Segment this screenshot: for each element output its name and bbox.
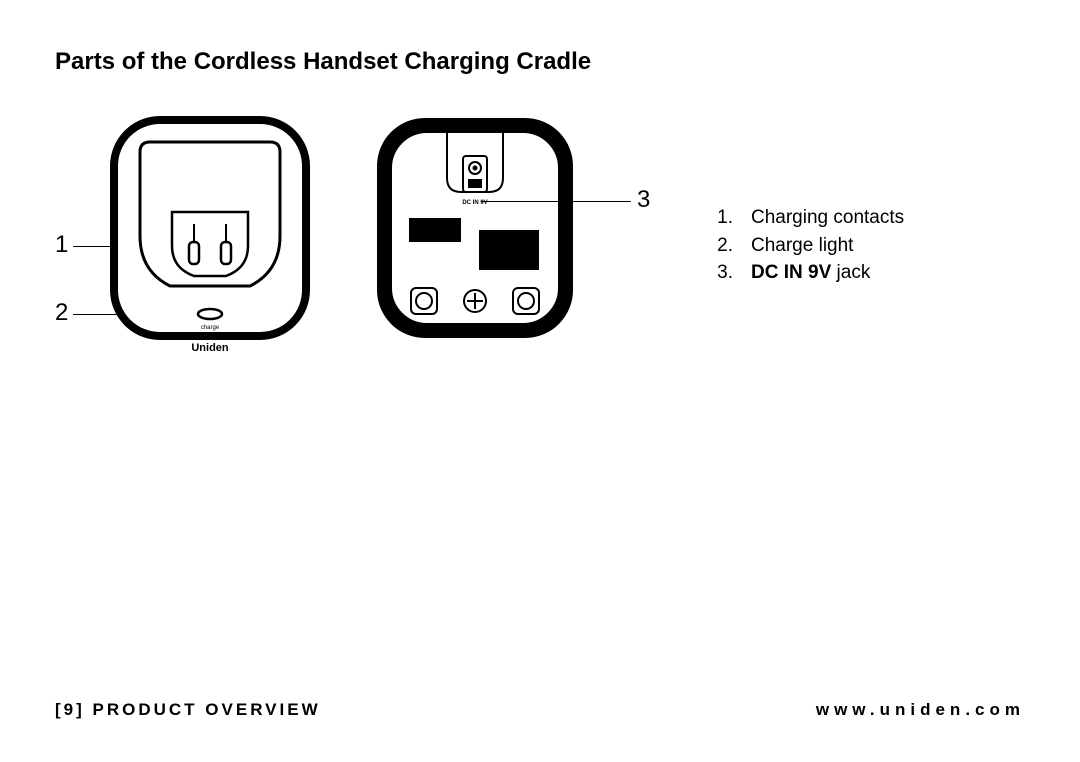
legend-3-num: 3. bbox=[705, 259, 733, 287]
charge-label-text: charge bbox=[201, 325, 220, 331]
parts-legend: 1. Charging contacts 2. Charge light 3. … bbox=[705, 204, 904, 287]
footer-section: PRODUCT OVERVIEW bbox=[93, 700, 321, 719]
foot-right bbox=[513, 288, 539, 314]
page-footer: [9] PRODUCT OVERVIEW www.uniden.com bbox=[55, 700, 1025, 720]
page-title: Parts of the Cordless Handset Charging C… bbox=[55, 48, 1025, 76]
legend-2-text: Charge light bbox=[751, 232, 853, 260]
callout-2: 2 bbox=[55, 299, 68, 327]
brand-text: Uniden bbox=[191, 342, 229, 354]
legend-3-bold: DC IN 9V bbox=[751, 262, 831, 283]
legend-3-text: DC IN 9V jack bbox=[751, 259, 870, 287]
callout-3: 3 bbox=[637, 186, 650, 214]
legend-spacer bbox=[733, 259, 751, 287]
manual-page: Parts of the Cordless Handset Charging C… bbox=[0, 0, 1080, 762]
cradle-back-svg: DC IN 9V bbox=[375, 116, 575, 346]
diagram-content: 1 2 charge Uniden bbox=[55, 116, 1025, 396]
cradle-front-svg: charge Uniden bbox=[110, 116, 310, 356]
legend-item-3: 3. DC IN 9V jack bbox=[705, 259, 904, 287]
legend-1-text: Charging contacts bbox=[751, 204, 904, 232]
callout-1: 1 bbox=[55, 231, 68, 259]
back-view-diagram: DC IN 9V bbox=[375, 116, 575, 346]
footer-url: www.uniden.com bbox=[816, 700, 1025, 720]
footer-page-num: [9] bbox=[55, 700, 85, 719]
legend-1-num: 1. bbox=[705, 204, 733, 232]
legend-item-2: 2. Charge light bbox=[705, 232, 904, 260]
legend-spacer bbox=[733, 204, 751, 232]
footer-left: [9] PRODUCT OVERVIEW bbox=[55, 700, 321, 720]
screw-center bbox=[464, 290, 486, 312]
legend-spacer bbox=[733, 232, 751, 260]
foot-left bbox=[411, 288, 437, 314]
legend-item-1: 1. Charging contacts bbox=[705, 204, 904, 232]
legend-2-num: 2. bbox=[705, 232, 733, 260]
legend-3-tail: jack bbox=[831, 262, 870, 283]
front-view-diagram: charge Uniden bbox=[110, 116, 310, 356]
callout-3-line bbox=[481, 201, 631, 202]
